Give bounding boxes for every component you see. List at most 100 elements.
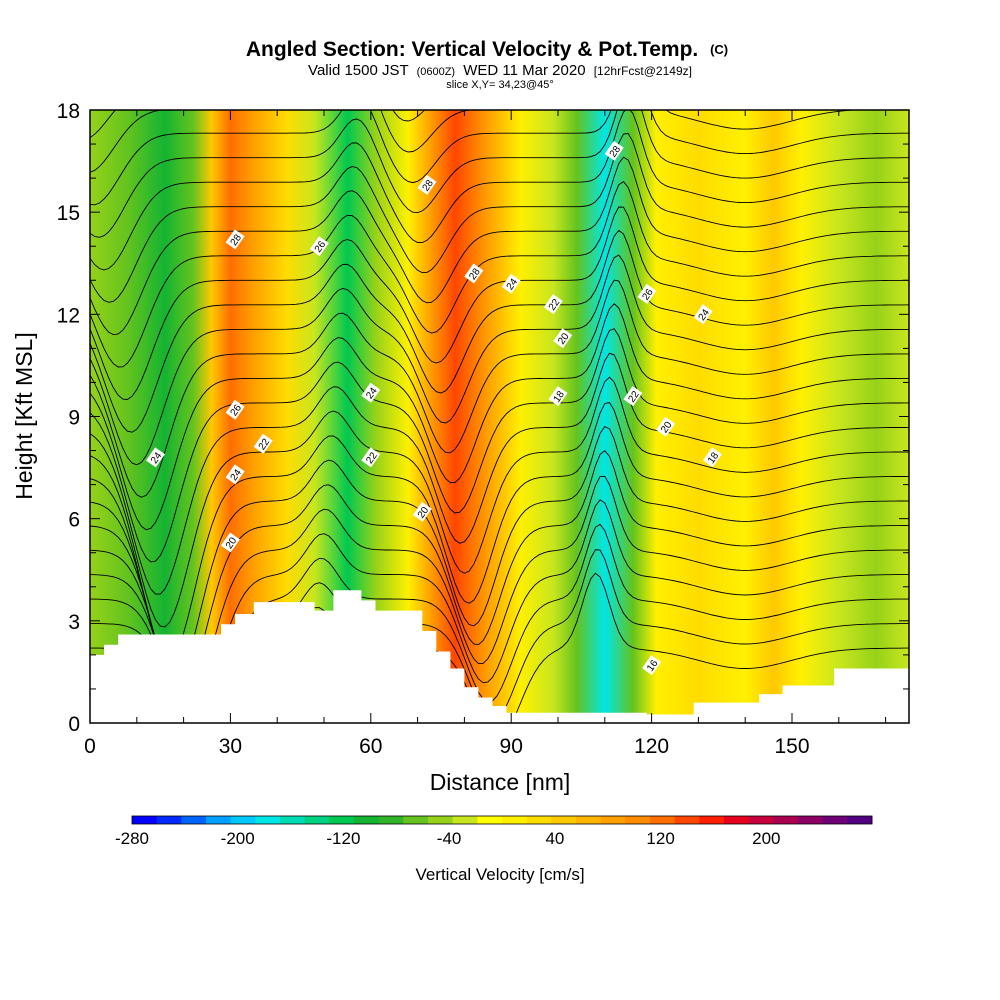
colorbar-swatch — [452, 816, 478, 824]
y-tick-label: 18 — [57, 100, 80, 123]
contour-label-8: 22 — [361, 447, 381, 468]
contour-label-9: 20 — [412, 501, 432, 522]
contour-label-5: 28 — [225, 229, 245, 250]
y-tick-label: 0 — [68, 713, 80, 736]
colorbar-title: Vertical Velocity [cm/s] — [415, 865, 584, 884]
colorbar-swatch — [378, 816, 404, 824]
isentrope-21 — [90, 110, 909, 206]
contour-label-3: 22 — [253, 433, 273, 454]
isentrope-20 — [90, 110, 909, 238]
colorbar-swatch — [576, 816, 602, 824]
contour-label-14: 20 — [553, 328, 573, 349]
colorbar-swatch — [625, 816, 651, 824]
y-tick-label: 15 — [57, 202, 80, 225]
contour-label-6: 26 — [309, 236, 329, 257]
colorbar-tick-label: -200 — [221, 829, 255, 848]
isentrope-15 — [90, 206, 909, 400]
colorbar-swatch — [477, 816, 503, 824]
isentrope-11 — [90, 303, 909, 531]
isentrope-9 — [90, 352, 909, 595]
isentrope-7 — [90, 401, 909, 661]
colorbar-swatch — [502, 816, 528, 824]
colorbar-tick-label: -40 — [437, 829, 462, 848]
contour-label-4: 26 — [225, 399, 245, 420]
contour-label-20: 20 — [656, 416, 676, 437]
contour-label-7: 24 — [361, 382, 381, 403]
contour-label-16: 28 — [604, 140, 624, 161]
subtitle-utc: (0600Z) — [417, 66, 456, 78]
colorbar-swatch — [354, 816, 380, 824]
colorbar — [131, 815, 873, 825]
isentrope-14 — [90, 229, 909, 433]
colorbar-swatch — [674, 816, 700, 824]
isentrope-4 — [90, 475, 909, 715]
colorbar-swatch — [255, 816, 281, 824]
subtitle-run: [12hrFcst@2149z] — [594, 64, 692, 78]
contour-label-19: 22 — [623, 386, 643, 407]
colorbar-swatch — [822, 816, 848, 824]
isentrope-8 — [90, 376, 909, 628]
colorbar-swatch — [206, 816, 232, 824]
isentrope-0 — [90, 572, 909, 723]
colorbar-tick-label: -120 — [326, 829, 360, 848]
colorbar-tick-label: 120 — [646, 829, 674, 848]
contour-label-13: 22 — [543, 294, 563, 315]
x-tick-label: 150 — [774, 735, 809, 758]
x-tick-label: 90 — [500, 735, 523, 758]
svg-text:Valid 1500 JST (0600Z): Valid 1500 JST (0600Z) WED 11 Mar 2020 [… — [308, 62, 692, 79]
isentrope-22 — [90, 110, 862, 173]
colorbar-swatch — [428, 816, 454, 824]
colorbar-swatch — [181, 816, 207, 824]
x-tick-label: 0 — [84, 735, 96, 758]
velocity-field — [90, 110, 909, 723]
x-tick-label: 60 — [359, 735, 382, 758]
x-axis: 0 30 60 90 120 150 — [84, 110, 887, 758]
colorbar-swatch — [280, 816, 306, 824]
contour-label-2: 24 — [225, 464, 245, 485]
isentrope-18 — [90, 133, 909, 303]
terrain — [90, 590, 909, 723]
colorbar-swatch — [650, 816, 676, 824]
y-axis: 0 3 6 9 12 15 18 — [57, 100, 909, 736]
colorbar-swatch — [403, 816, 429, 824]
colorbar-frame — [131, 815, 873, 825]
y-tick-label: 9 — [68, 407, 80, 430]
colorbar-swatch — [329, 816, 355, 824]
contour-label-17: 26 — [637, 283, 657, 304]
y-tick-label: 3 — [68, 611, 80, 634]
colorbar-swatch — [724, 816, 750, 824]
isentrope-12 — [90, 279, 909, 498]
contour-label-18: 24 — [693, 304, 713, 325]
isentrope-5 — [90, 450, 909, 699]
svg-text:Angled Section: Vertical Veloc: Angled Section: Vertical Velocity & Pot.… — [246, 38, 728, 61]
isentrope-17 — [90, 156, 909, 336]
subtitle-valid: Valid 1500 JST — [308, 62, 408, 79]
colorbar-swatch — [699, 816, 725, 824]
colorbar-swatch — [748, 816, 774, 824]
chart-title: Angled Section: Vertical Velocity & Pot.… — [246, 38, 698, 61]
isentrope-13 — [90, 254, 909, 466]
contour-label-22: 16 — [642, 655, 662, 676]
colorbar-swatch — [600, 816, 626, 824]
colorbar-tick-label: 200 — [752, 829, 780, 848]
contour-label-1: 20 — [220, 532, 240, 553]
colorbar-swatch — [798, 816, 824, 824]
contour-label-10: 28 — [417, 174, 437, 195]
contour-label-11: 28 — [464, 263, 484, 284]
colorbar-tick-label: -280 — [115, 829, 149, 848]
subtitle-date: WED 11 Mar 2020 — [463, 62, 585, 79]
colorbar-swatch — [847, 816, 873, 824]
colorbar-swatch — [156, 816, 182, 824]
x-axis-label: Distance [nm] — [430, 769, 571, 795]
colorbar-swatch — [304, 816, 330, 824]
x-tick-label: 120 — [634, 735, 669, 758]
slice-note: slice X,Y= 34,23@45° — [446, 79, 554, 91]
y-axis-label: Height [Kft MSL] — [11, 332, 37, 499]
colorbar-swatch — [230, 816, 256, 824]
isentrope-10 — [90, 328, 909, 563]
x-tick-label: 30 — [219, 735, 242, 758]
isentrope-6 — [90, 426, 909, 683]
colorbar-swatch — [132, 816, 158, 824]
colorbar-swatch — [526, 816, 552, 824]
